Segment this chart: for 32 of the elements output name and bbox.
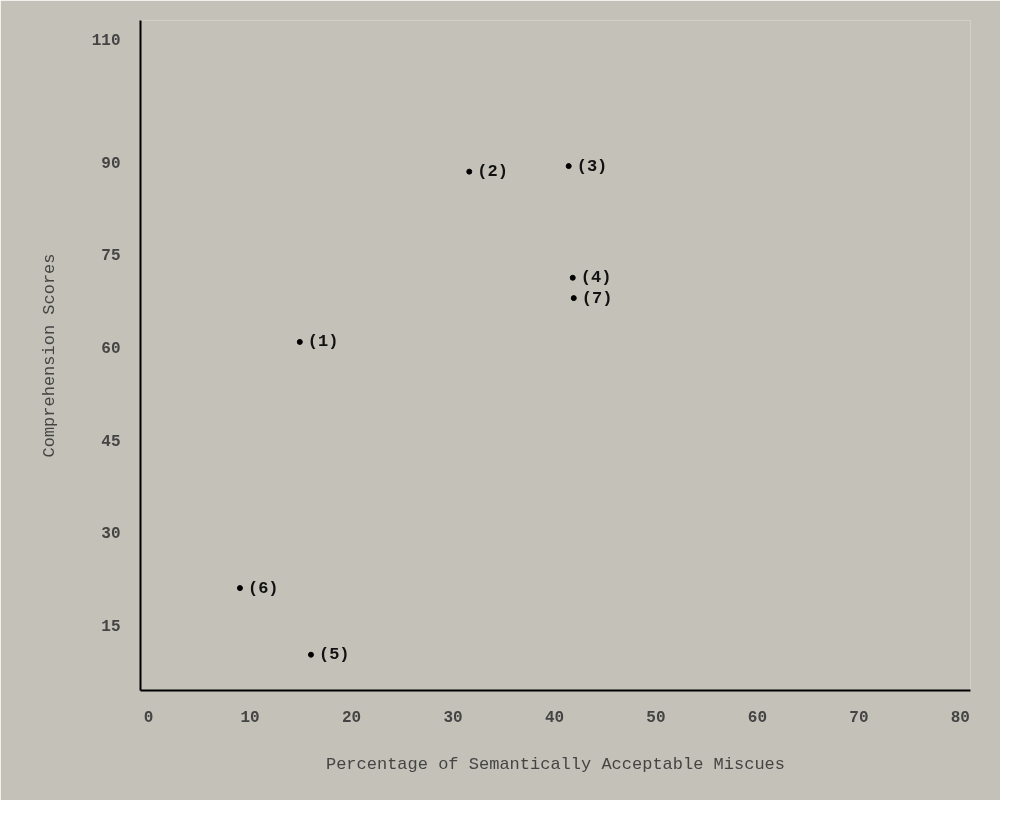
x-tick-label: 50 [646, 708, 666, 727]
point [296, 338, 303, 345]
y-tick-label: 110 [91, 31, 121, 50]
x-tick-label: 60 [747, 708, 768, 727]
annotation: (4) [580, 268, 612, 288]
annotation: (7) [581, 288, 613, 308]
y-tick-label: 75 [101, 247, 121, 266]
y-tick-label: 45 [101, 432, 121, 451]
y-tick-label: 30 [101, 525, 121, 544]
y-tick-label: 15 [101, 617, 121, 636]
annotation: (1) [307, 332, 339, 352]
y-tick-label: 90 [101, 154, 121, 173]
x-tick-label: 20 [341, 708, 362, 727]
x-tick-label: 0 [143, 708, 154, 727]
point [569, 274, 576, 281]
point [466, 168, 473, 175]
x-tick-label: 10 [240, 708, 260, 727]
annotation: (5) [318, 645, 350, 665]
point [307, 651, 314, 658]
annotation: (3) [576, 156, 608, 176]
x-tick-label: 30 [443, 708, 463, 727]
y-axis-title: Comprehension Scores [39, 253, 59, 458]
x-tick-label: 80 [950, 708, 970, 727]
point [565, 163, 572, 170]
point [236, 585, 243, 592]
annotation: (6) [247, 578, 279, 598]
x-tick-label: 40 [544, 708, 565, 727]
y-tick-label: 60 [101, 339, 121, 358]
point [570, 295, 577, 302]
x-axis-title: Percentage of Semantically Acceptable Miscues [325, 754, 786, 774]
x-tick-label: 70 [849, 708, 869, 727]
annotation: (2) [477, 162, 508, 182]
